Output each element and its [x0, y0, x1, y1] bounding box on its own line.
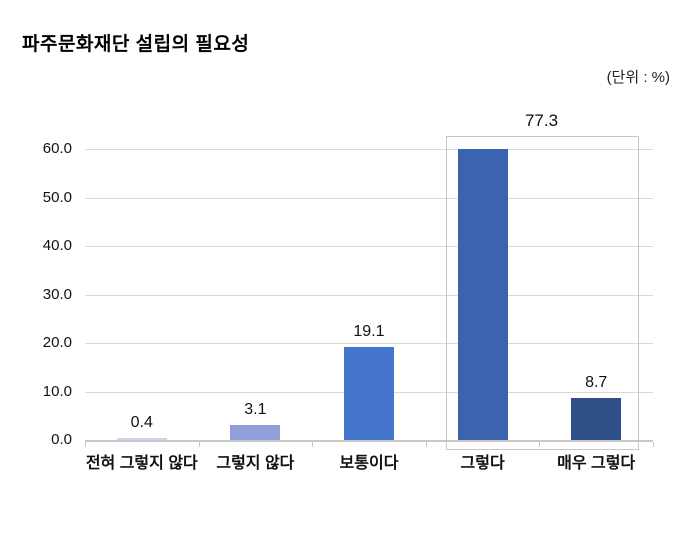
y-axis-tick-label: 20.0	[42, 334, 72, 351]
bar-2	[230, 425, 281, 440]
bar-3	[344, 347, 394, 440]
plot-area: 0.4 전혀 그렇지 않다 3.1 그렇지 않다 19.1 보통이다 그렇다 8.7 매우 그렇…	[85, 149, 654, 472]
y-axis-tick-label: 0.0	[51, 431, 72, 448]
x-axis-category-label: 그렇다	[460, 455, 505, 472]
x-axis-category-label: 매우 그렇다	[557, 455, 636, 472]
x-axis-category-label: 전혀 그렇지 않다	[85, 455, 198, 472]
bar-value-label: 19.1	[353, 323, 385, 340]
unit-label: (단위 : %)	[606, 69, 670, 86]
gridline	[85, 343, 653, 344]
x-axis-tick	[653, 442, 654, 447]
x-axis-tick	[425, 442, 427, 447]
bar-value-label: 0.4	[130, 414, 153, 431]
bar-5	[571, 398, 622, 440]
gridline	[85, 149, 653, 150]
x-axis-tick	[539, 442, 541, 447]
y-axis-tick-label: 40.0	[42, 237, 72, 254]
x-axis-tick	[198, 442, 200, 447]
x-axis-category-label: 그렇지 않다	[216, 455, 295, 472]
highlight-box	[446, 136, 639, 450]
x-axis-category-label: 보통이다	[339, 455, 399, 472]
bar-value-label: 8.7	[585, 374, 608, 391]
x-axis-tick	[85, 442, 86, 447]
bar-4	[457, 149, 508, 440]
y-axis-tick-label: 30.0	[42, 285, 72, 303]
gridline	[85, 294, 653, 296]
bar-1	[116, 438, 167, 440]
gridline	[85, 197, 653, 199]
chart-title: 파주문화재단 설립의 필요성	[22, 34, 250, 55]
annotation-value-label: 77.3	[524, 111, 559, 130]
x-axis-tick	[312, 442, 314, 447]
gridline	[85, 246, 653, 247]
y-axis-tick-label: 10.0	[42, 382, 72, 400]
y-axis-tick-label: 50.0	[42, 188, 72, 206]
bar-value-label: 3.1	[244, 401, 267, 418]
y-axis-tick-label: 60.0	[42, 140, 72, 157]
